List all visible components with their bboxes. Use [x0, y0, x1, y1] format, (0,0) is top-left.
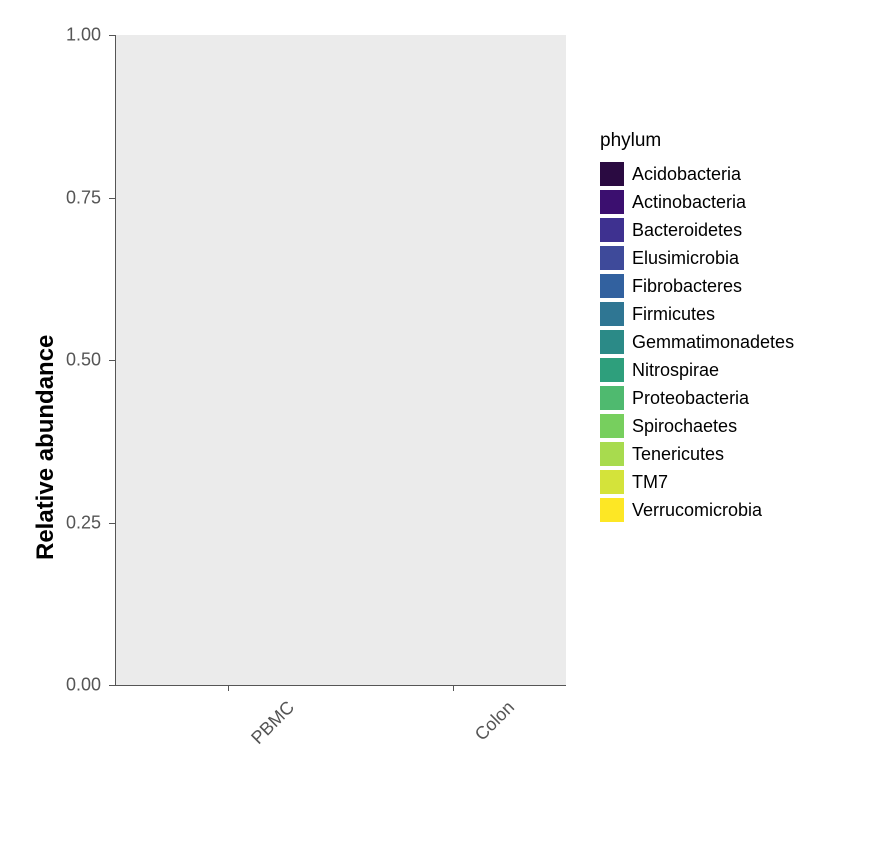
- x-tick-mark: [453, 685, 454, 691]
- legend-swatch: [600, 190, 624, 214]
- legend-item-tm7: TM7: [600, 470, 794, 494]
- legend-label: Elusimicrobia: [632, 248, 739, 269]
- y-tick-label: 1.00: [0, 25, 101, 46]
- legend-item-firmicutes: Firmicutes: [600, 302, 794, 326]
- y-tick-mark: [109, 523, 115, 524]
- panel-background: [116, 35, 566, 685]
- legend-label: Verrucomicrobia: [632, 500, 762, 521]
- legend-swatch: [600, 386, 624, 410]
- x-tick-label: PBMC: [247, 697, 299, 749]
- legend-label: Acidobacteria: [632, 164, 741, 185]
- legend-item-spirochaetes: Spirochaetes: [600, 414, 794, 438]
- x-tick-mark: [228, 685, 229, 691]
- legend-swatch: [600, 218, 624, 242]
- legend-label: Nitrospirae: [632, 360, 719, 381]
- legend-label: TM7: [632, 472, 668, 493]
- legend-swatch: [600, 246, 624, 270]
- y-tick-label: 0.25: [0, 512, 101, 533]
- legend-swatch: [600, 498, 624, 522]
- legend-label: Gemmatimonadetes: [632, 332, 794, 353]
- legend-item-acidobacteria: Acidobacteria: [600, 162, 794, 186]
- legend: phylum Acidobacteria Actinobacteria Bacter…: [600, 130, 794, 526]
- legend-item-actinobacteria: Actinobacteria: [600, 190, 794, 214]
- legend-swatch: [600, 470, 624, 494]
- legend-item-bacteroidetes: Bacteroidetes: [600, 218, 794, 242]
- legend-title: phylum: [600, 130, 794, 152]
- legend-swatch: [600, 274, 624, 298]
- legend-swatch: [600, 162, 624, 186]
- y-tick-label: 0.00: [0, 675, 101, 696]
- legend-item-verrucomicrobia: Verrucomicrobia: [600, 498, 794, 522]
- legend-label: Proteobacteria: [632, 388, 749, 409]
- y-tick-label: 0.75: [0, 187, 101, 208]
- stacked-bar-chart: Relative abundance 0.000.250.500.751.00 …: [0, 0, 894, 850]
- legend-items: Acidobacteria Actinobacteria Bacteroidetes…: [600, 162, 794, 522]
- legend-swatch: [600, 330, 624, 354]
- legend-label: Actinobacteria: [632, 192, 746, 213]
- legend-label: Bacteroidetes: [632, 220, 742, 241]
- legend-swatch: [600, 358, 624, 382]
- legend-item-fibrobacteres: Fibrobacteres: [600, 274, 794, 298]
- legend-label: Fibrobacteres: [632, 276, 742, 297]
- legend-swatch: [600, 414, 624, 438]
- x-tick-label: Colon: [470, 697, 518, 745]
- legend-label: Firmicutes: [632, 304, 715, 325]
- legend-item-nitrospirae: Nitrospirae: [600, 358, 794, 382]
- y-tick-mark: [109, 685, 115, 686]
- legend-item-proteobacteria: Proteobacteria: [600, 386, 794, 410]
- y-tick-mark: [109, 198, 115, 199]
- plot-panel: [115, 35, 566, 686]
- y-tick-label: 0.50: [0, 350, 101, 371]
- legend-item-elusimicrobia: Elusimicrobia: [600, 246, 794, 270]
- y-tick-mark: [109, 35, 115, 36]
- legend-item-tenericutes: Tenericutes: [600, 442, 794, 466]
- legend-swatch: [600, 302, 624, 326]
- legend-label: Tenericutes: [632, 444, 724, 465]
- legend-label: Spirochaetes: [632, 416, 737, 437]
- legend-item-gemmatimonadetes: Gemmatimonadetes: [600, 330, 794, 354]
- legend-swatch: [600, 442, 624, 466]
- y-tick-mark: [109, 360, 115, 361]
